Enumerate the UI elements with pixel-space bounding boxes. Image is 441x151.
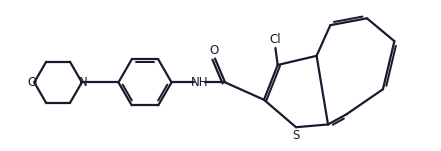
Text: O: O [27, 76, 37, 89]
Text: O: O [209, 44, 218, 57]
Text: Cl: Cl [269, 33, 281, 46]
Text: NH: NH [191, 76, 208, 89]
Text: S: S [292, 129, 300, 142]
Text: N: N [79, 76, 88, 89]
